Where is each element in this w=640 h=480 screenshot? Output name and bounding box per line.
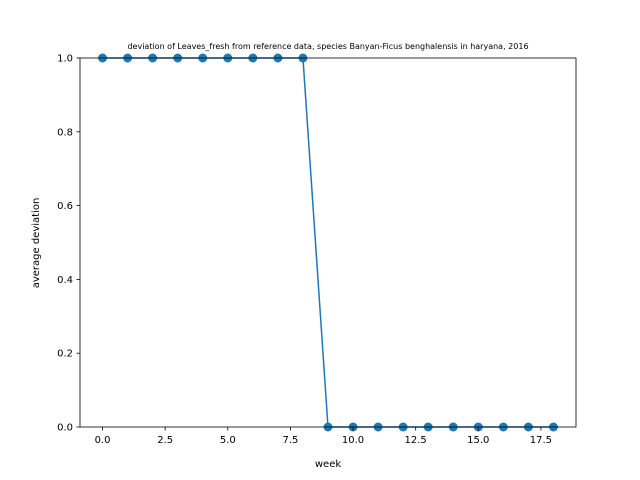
y-axis: 0.0 0.2 0.4 0.6 0.8 1.0 xyxy=(57,54,80,434)
x-tick-label: 2.5 xyxy=(157,435,173,446)
plot-frame xyxy=(79,57,577,428)
chart-title: deviation of Leaves_fresh from reference… xyxy=(127,42,528,51)
x-axis: 0.0 2.5 5.0 7.5 10.0 12.5 15.0 17.5 xyxy=(95,427,552,446)
y-tick-label: 0.0 xyxy=(57,423,73,434)
x-tick-label: 12.5 xyxy=(405,435,427,446)
y-tick-label: 0.4 xyxy=(57,275,73,286)
y-axis-label: average deviation xyxy=(31,198,42,289)
x-tick-label: 7.5 xyxy=(282,435,298,446)
x-tick-label: 17.5 xyxy=(530,435,552,446)
y-tick-label: 0.6 xyxy=(57,201,73,212)
x-tick-label: 10.0 xyxy=(342,435,364,446)
y-tick-label: 1.0 xyxy=(57,54,73,65)
x-tick-label: 5.0 xyxy=(220,435,236,446)
x-tick-label: 15.0 xyxy=(467,435,489,446)
x-axis-label: week xyxy=(315,459,341,470)
y-tick-label: 0.2 xyxy=(57,349,73,360)
y-tick-label: 0.8 xyxy=(57,127,73,138)
x-tick-label: 0.0 xyxy=(95,435,111,446)
